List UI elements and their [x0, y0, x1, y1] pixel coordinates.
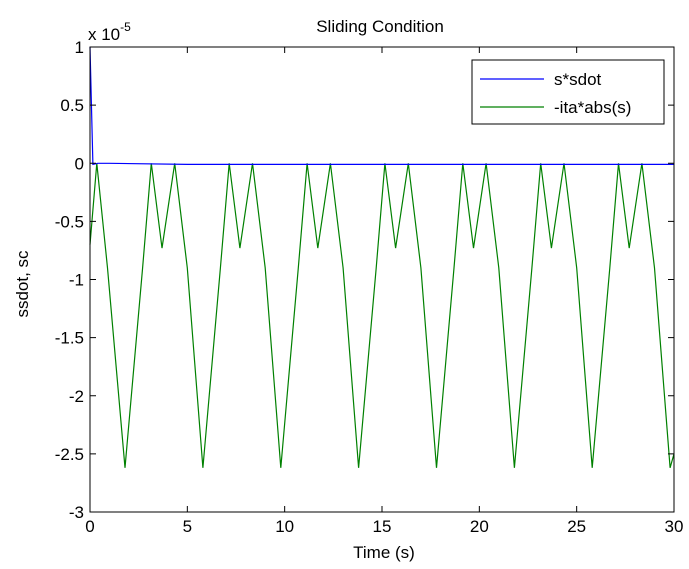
chart-title: Sliding Condition: [316, 17, 444, 36]
series-line-ita-abs-s: [89, 163, 675, 468]
y-exponent-power: -5: [120, 20, 131, 34]
y-tick-label: -2: [69, 387, 84, 406]
x-tick-label: 5: [183, 517, 192, 536]
x-tick-label: 30: [665, 517, 684, 536]
x-axis-label: Time (s): [353, 543, 415, 562]
x-tick-label: 15: [373, 517, 392, 536]
legend-box: [471, 59, 665, 125]
y-tick-label: -1: [69, 271, 84, 290]
x-tick-label: 20: [470, 517, 489, 536]
x-tick-label: 0: [85, 517, 94, 536]
y-axis-label: ssdot, sc: [13, 250, 32, 318]
legend-label: s*sdot: [554, 70, 602, 89]
legend-label: -ita*abs(s): [554, 98, 631, 117]
y-tick-label: -3: [69, 503, 84, 522]
y-tick-label: 0: [75, 154, 84, 173]
chart-marks: [89, 46, 675, 468]
y-tick-label: 0.5: [60, 96, 84, 115]
y-exponent-base: x 10: [88, 25, 120, 44]
series-line-s-sdot: [89, 46, 674, 166]
y-tick-label: 1: [75, 38, 84, 57]
x-tick-label: 25: [567, 517, 586, 536]
y-exponent-label: x 10-5: [88, 20, 131, 44]
legend: s*sdot -ita*abs(s): [471, 59, 665, 125]
y-tick-label: -2.5: [55, 445, 84, 464]
y-tick-label: -1.5: [55, 329, 84, 348]
axis-ticks: 0 5 10 15 20 25 30 -3 -2.5 -2 -1.5 -1 -0.5 0 0.5 1: [55, 38, 684, 536]
x-tick-label: 10: [275, 517, 294, 536]
y-tick-label: -0.5: [55, 212, 84, 231]
